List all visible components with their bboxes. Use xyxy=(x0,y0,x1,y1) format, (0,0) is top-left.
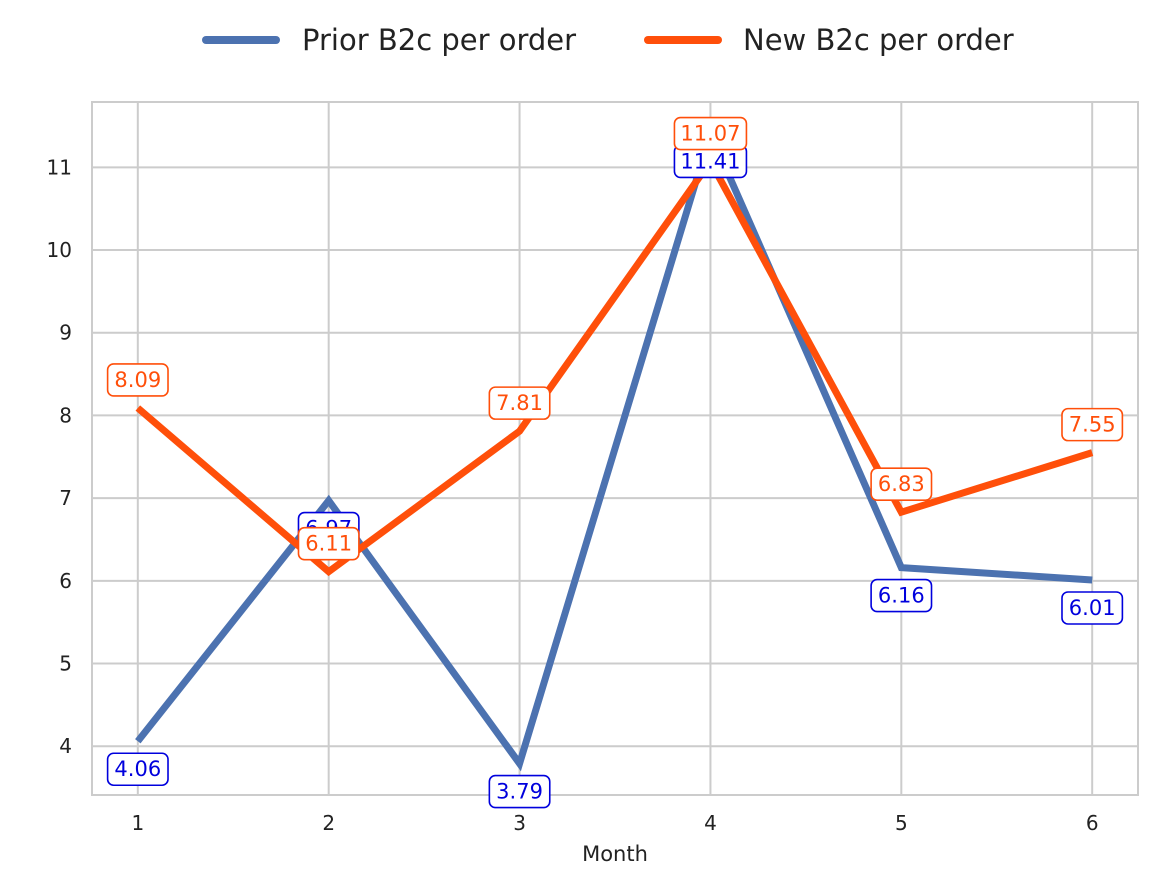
data-label-2-4: 11.07 xyxy=(673,116,748,151)
y-tick-label: 11 xyxy=(47,155,72,179)
data-label-box xyxy=(106,752,169,787)
tick-labels: 1 2 3 4 5 6 4 5 6 7 8 9 10 11 xyxy=(47,155,1099,835)
data-label-2-2: 6.11 xyxy=(297,526,360,561)
x-tick-label: 4 xyxy=(704,811,717,835)
legend-item-2: New B2c per order xyxy=(644,23,1014,57)
legend: Prior B2c per order New B2c per order xyxy=(202,23,1014,57)
data-label-1-3: 3.79 xyxy=(488,774,551,809)
y-tick-label: 10 xyxy=(47,238,72,262)
x-axis-title: Month xyxy=(582,842,648,866)
grid xyxy=(92,102,1138,795)
data-label-1-5: 6.16 xyxy=(870,578,933,613)
data-label-box xyxy=(106,363,169,397)
data-label-text: 11.41 xyxy=(680,149,740,173)
data-label-text: 6.16 xyxy=(878,584,925,608)
x-tick-label: 3 xyxy=(513,811,526,835)
data-label-text: 11.07 xyxy=(680,122,740,146)
y-tick-label: 9 xyxy=(59,321,72,345)
data-label-text: 6.11 xyxy=(305,532,352,556)
data-label-text: 7.55 xyxy=(1069,413,1116,437)
data-label-box xyxy=(1061,407,1124,442)
data-labels: 4.066.973.7911.416.166.018.096.117.8111.… xyxy=(106,116,1124,809)
series-line-1 xyxy=(135,123,1093,772)
y-tick-label: 6 xyxy=(59,569,72,593)
y-tick-label: 4 xyxy=(59,734,72,758)
x-tick-label: 2 xyxy=(322,811,335,835)
x-tick-label: 6 xyxy=(1086,811,1099,835)
data-label-box xyxy=(297,526,360,561)
data-label-2-6: 7.55 xyxy=(1061,407,1124,442)
data-label-box xyxy=(1061,591,1124,625)
data-label-2-1: 8.09 xyxy=(106,363,169,397)
data-label-text: 4.06 xyxy=(114,757,161,781)
y-tick-label: 8 xyxy=(59,403,72,427)
legend-label: New B2c per order xyxy=(743,23,1014,57)
series-lines xyxy=(135,123,1094,772)
plot-frame xyxy=(91,101,1139,796)
data-label-text: 6.83 xyxy=(878,472,925,496)
legend-item-1: Prior B2c per order xyxy=(202,23,576,57)
data-label-box xyxy=(870,467,933,501)
data-label-text: 3.79 xyxy=(496,780,543,804)
series-line-2 xyxy=(135,154,1094,577)
x-tick-label: 1 xyxy=(131,811,144,835)
data-label-2-5: 6.83 xyxy=(870,467,933,501)
y-tick-label: 5 xyxy=(59,652,72,676)
data-label-1-6: 6.01 xyxy=(1061,591,1124,625)
data-label-box xyxy=(488,386,551,420)
data-label-2-3: 7.81 xyxy=(488,386,551,420)
data-label-box xyxy=(488,774,551,809)
legend-label: Prior B2c per order xyxy=(302,23,576,57)
data-label-text: 6.01 xyxy=(1069,596,1116,620)
data-label-1-1: 4.06 xyxy=(106,752,169,787)
data-label-text: 7.81 xyxy=(496,391,543,415)
y-tick-label: 7 xyxy=(59,486,72,510)
data-label-box xyxy=(673,116,748,151)
data-label-box xyxy=(870,578,933,613)
x-tick-label: 5 xyxy=(895,811,908,835)
data-label-text: 8.09 xyxy=(114,368,161,392)
data-label-1-4: 11.41 xyxy=(673,144,748,179)
